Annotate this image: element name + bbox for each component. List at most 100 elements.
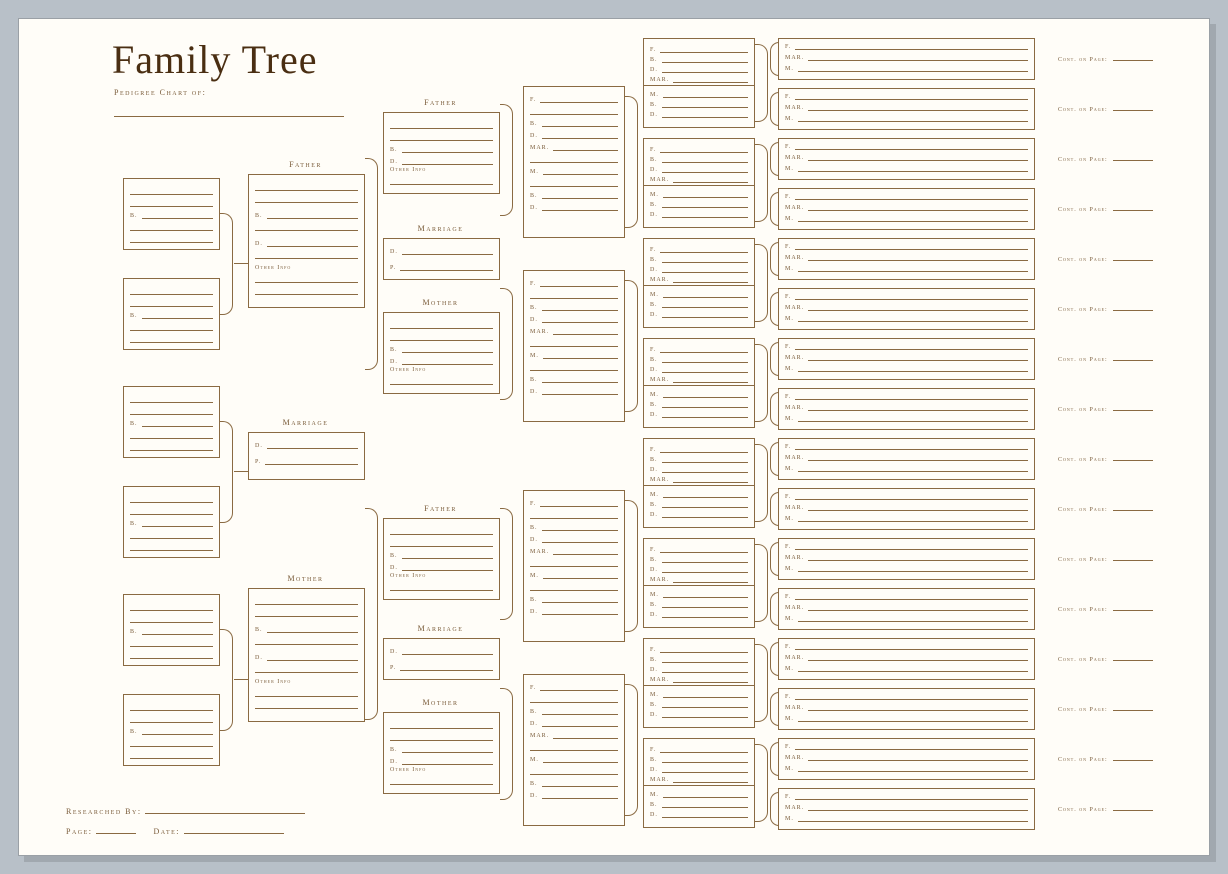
bracket-gen4-3	[625, 500, 638, 632]
bracket-gen4-4	[625, 684, 638, 816]
gen5-box-7: F.B.D.MAR.M.B.D.	[643, 638, 755, 728]
gen3b-mother-box: B. D. Other Info	[383, 712, 500, 794]
page-title: Family Tree	[112, 36, 317, 83]
bracket-gen6-3	[770, 142, 779, 176]
gen6-box-16: F.MAR.M.	[778, 788, 1035, 830]
cont-on-page-5: Cont. on Page:	[1058, 252, 1208, 263]
gen6-box-7: F.MAR.M.	[778, 338, 1035, 380]
bracket-gen5-8	[755, 744, 768, 822]
gen6-box-13: F.MAR.M.	[778, 638, 1035, 680]
gen2-father-heading: Father	[248, 160, 363, 169]
cont-on-page-14: Cont. on Page:	[1058, 702, 1208, 713]
gen2-mother-box: B. D. Other Info	[248, 588, 365, 722]
bracket-gen6-12	[770, 592, 779, 626]
page-date-label: Page: Date:	[66, 825, 284, 836]
gen3a-marriage-box: D. P.	[383, 238, 500, 280]
subtitle-underline	[114, 116, 344, 117]
pedigree-chart-sheet: Family Tree Pedigree Chart of: B. B. B. …	[18, 18, 1210, 856]
gen6-box-8: F.MAR.M.	[778, 388, 1035, 430]
bracket-gen6-8	[770, 392, 779, 426]
bracket-gen6-6	[770, 292, 779, 326]
gen3a-mother-heading: Mother	[383, 298, 498, 307]
connector	[234, 679, 248, 680]
gen5-box-5: F.B.D.MAR.M.B.D.	[643, 438, 755, 528]
gen1-box-3: B.	[123, 386, 220, 458]
bracket-gen6-13	[770, 642, 779, 676]
bracket-gen3b-father	[500, 508, 513, 620]
bracket-gen6-14	[770, 692, 779, 726]
gen6-box-6: F.MAR.M.	[778, 288, 1035, 330]
cont-on-page-4: Cont. on Page:	[1058, 202, 1208, 213]
cont-on-page-9: Cont. on Page:	[1058, 452, 1208, 463]
gen5-box-4: F.B.D.MAR.M.B.D.	[643, 338, 755, 428]
gen3a-father-box: B. D. Other Info	[383, 112, 500, 194]
page-subtitle: Pedigree Chart of:	[114, 88, 206, 97]
bracket-gen5-4	[755, 344, 768, 422]
gen5-box-3: F.B.D.MAR.M.B.D.	[643, 238, 755, 328]
gen1-box-1: B.	[123, 178, 220, 250]
bracket-gen5-7	[755, 644, 768, 722]
connector	[234, 471, 248, 472]
bracket-gen6-7	[770, 342, 779, 376]
cont-on-page-1: Cont. on Page:	[1058, 52, 1208, 63]
cont-on-page-2: Cont. on Page:	[1058, 102, 1208, 113]
gen1-box-2: B.	[123, 278, 220, 350]
bracket-gen5-1	[755, 44, 768, 122]
bracket-gen1-pair-2	[220, 421, 233, 523]
gen1-box-4: B.	[123, 486, 220, 558]
bracket-gen6-16	[770, 792, 779, 826]
bracket-gen6-1	[770, 42, 779, 76]
gen6-box-14: F.MAR.M.	[778, 688, 1035, 730]
bracket-gen5-2	[755, 144, 768, 222]
gen4-box-2: F.B.D.MAR.M.B.D.	[523, 270, 625, 422]
gen3b-father-heading: Father	[383, 504, 498, 513]
cont-on-page-11: Cont. on Page:	[1058, 552, 1208, 563]
bracket-gen2-mother	[365, 508, 378, 720]
gen2-mother-heading: Mother	[248, 574, 363, 583]
cont-on-page-13: Cont. on Page:	[1058, 652, 1208, 663]
cont-on-page-8: Cont. on Page:	[1058, 402, 1208, 413]
gen6-box-2: F.MAR.M.	[778, 88, 1035, 130]
bracket-gen5-6	[755, 544, 768, 622]
gen3b-marriage-heading: Marriage	[383, 624, 498, 633]
bracket-gen3b-mother	[500, 688, 513, 800]
gen5-box-2: F.B.D.MAR.M.B.D.	[643, 138, 755, 228]
gen6-box-9: F.MAR.M.	[778, 438, 1035, 480]
gen3a-marriage-heading: Marriage	[383, 224, 498, 233]
gen2-father-box: B. D. Other Info	[248, 174, 365, 308]
bracket-gen5-3	[755, 244, 768, 322]
bracket-gen6-15	[770, 742, 779, 776]
bracket-gen4-1	[625, 96, 638, 228]
gen6-box-15: F.MAR.M.	[778, 738, 1035, 780]
gen3b-father-box: B. D. Other Info	[383, 518, 500, 600]
bracket-gen2-father	[365, 158, 378, 370]
gen4-box-3: F.B.D.MAR.M.B.D.	[523, 490, 625, 642]
gen6-box-12: F.MAR.M.	[778, 588, 1035, 630]
gen6-box-3: F.MAR.M.	[778, 138, 1035, 180]
gen2-marriage-heading: Marriage	[248, 418, 363, 427]
cont-on-page-6: Cont. on Page:	[1058, 302, 1208, 313]
label-b: B.	[130, 213, 138, 219]
gen6-box-11: F.MAR.M.	[778, 538, 1035, 580]
bracket-gen1-pair-1	[220, 213, 233, 315]
bracket-gen6-10	[770, 492, 779, 526]
gen4-box-1: F.B.D.MAR.M.B.D.	[523, 86, 625, 238]
gen3b-mother-heading: Mother	[383, 698, 498, 707]
connector	[234, 263, 248, 264]
gen6-box-10: F.MAR.M.	[778, 488, 1035, 530]
cont-on-page-10: Cont. on Page:	[1058, 502, 1208, 513]
bracket-gen6-4	[770, 192, 779, 226]
gen3b-marriage-box: D. P.	[383, 638, 500, 680]
bracket-gen6-11	[770, 542, 779, 576]
cont-on-page-3: Cont. on Page:	[1058, 152, 1208, 163]
gen6-box-1: F.MAR.M.	[778, 38, 1035, 80]
gen3a-mother-box: B. D. Other Info	[383, 312, 500, 394]
bracket-gen6-9	[770, 442, 779, 476]
cont-on-page-7: Cont. on Page:	[1058, 352, 1208, 363]
gen2-marriage-box: D. P.	[248, 432, 365, 480]
gen3a-father-heading: Father	[383, 98, 498, 107]
researched-by-label: Researched By:	[66, 805, 305, 816]
gen5-box-8: F.B.D.MAR.M.B.D.	[643, 738, 755, 828]
bracket-gen6-2	[770, 92, 779, 126]
gen5-box-6: F.B.D.MAR.M.B.D.	[643, 538, 755, 628]
